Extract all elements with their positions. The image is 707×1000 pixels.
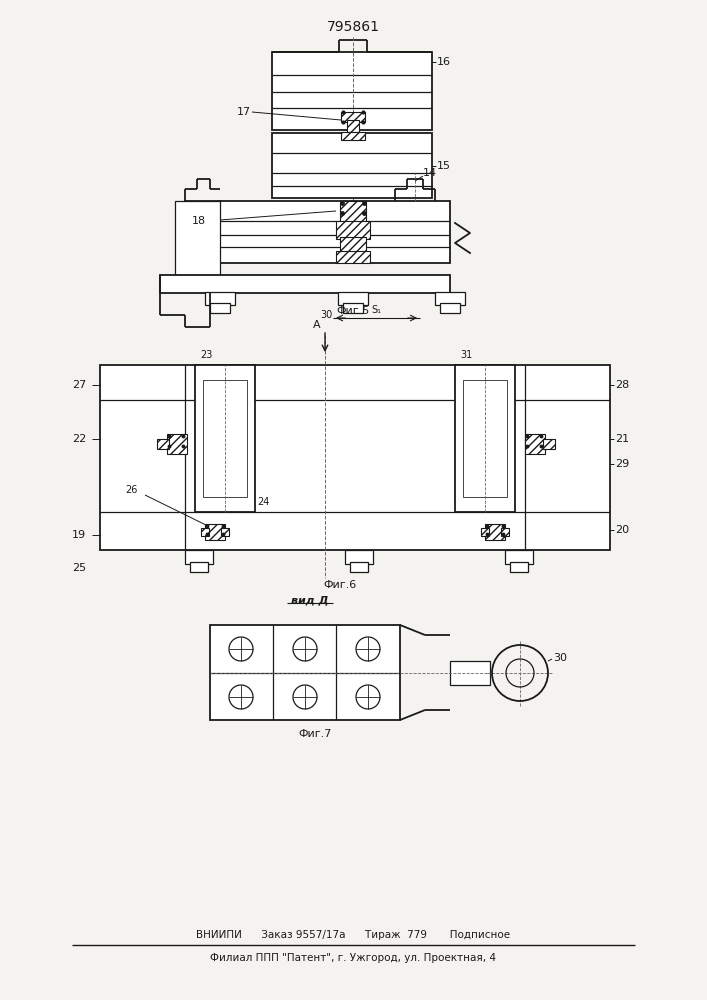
Bar [440, 303, 460, 313]
Bar [205, 524, 225, 540]
Bar [501, 528, 509, 536]
Bar [505, 550, 533, 564]
Text: 795861: 795861 [327, 20, 380, 34]
Bar [272, 133, 432, 198]
Text: А: А [313, 320, 321, 330]
Bar [345, 550, 373, 564]
Text: ВНИИПИ      Заказ 9557/17а      Тираж  779       Подписное: ВНИИПИ Заказ 9557/17а Тираж 779 Подписно… [196, 930, 510, 940]
Bar [543, 439, 555, 449]
Bar [185, 201, 220, 275]
Bar [195, 365, 255, 512]
Text: вид Д: вид Д [291, 595, 329, 605]
Text: 28: 28 [615, 380, 629, 390]
Text: 25: 25 [72, 563, 86, 573]
Bar [190, 562, 208, 572]
Text: 26: 26 [125, 485, 137, 495]
Text: 31: 31 [460, 350, 472, 360]
Bar [340, 201, 366, 223]
Text: 24: 24 [257, 497, 269, 507]
Text: 21: 21 [615, 434, 629, 444]
Text: 17: 17 [237, 107, 251, 117]
Bar [485, 524, 505, 540]
Text: 19: 19 [72, 530, 86, 540]
Bar [100, 365, 610, 550]
Bar [336, 221, 370, 239]
Bar [481, 528, 489, 536]
Bar [347, 120, 359, 132]
Bar [336, 251, 370, 263]
Bar [210, 625, 400, 720]
Bar [340, 237, 366, 253]
Bar [455, 365, 515, 512]
Text: Фиг.7: Фиг.7 [298, 729, 332, 739]
Text: 20: 20 [615, 525, 629, 535]
Text: Фиг.6: Фиг.6 [323, 580, 356, 590]
Bar [203, 380, 247, 497]
Text: 18: 18 [192, 216, 206, 226]
Bar [157, 439, 169, 449]
Bar [338, 292, 368, 305]
Bar [175, 201, 220, 275]
Text: 16: 16 [437, 57, 451, 67]
Bar [210, 303, 230, 313]
Text: 22: 22 [72, 434, 86, 444]
Bar [435, 292, 465, 305]
Bar [160, 275, 450, 293]
Bar [220, 201, 450, 263]
Bar [201, 528, 209, 536]
Bar [205, 292, 235, 305]
Text: 29: 29 [615, 459, 629, 469]
Text: 27: 27 [72, 380, 86, 390]
Bar [525, 434, 545, 454]
Text: 15: 15 [437, 161, 451, 171]
Bar [272, 52, 432, 130]
Text: 30: 30 [320, 310, 332, 320]
Text: 30: 30 [553, 653, 567, 663]
Text: 14: 14 [423, 168, 437, 178]
Bar [510, 562, 528, 572]
Bar [341, 132, 365, 140]
Text: S₁: S₁ [371, 305, 381, 315]
Text: Филиал ППП "Патент", г. Ужгород, ул. Проектная, 4: Филиал ППП "Патент", г. Ужгород, ул. Про… [210, 953, 496, 963]
Bar [450, 661, 490, 685]
Bar [341, 112, 365, 122]
Bar [343, 303, 363, 313]
Bar [167, 434, 187, 454]
Text: 23: 23 [200, 350, 212, 360]
Bar [185, 550, 213, 564]
Bar [221, 528, 229, 536]
Bar [350, 562, 368, 572]
Bar [463, 380, 507, 497]
Text: Фиг.5: Фиг.5 [337, 306, 370, 316]
